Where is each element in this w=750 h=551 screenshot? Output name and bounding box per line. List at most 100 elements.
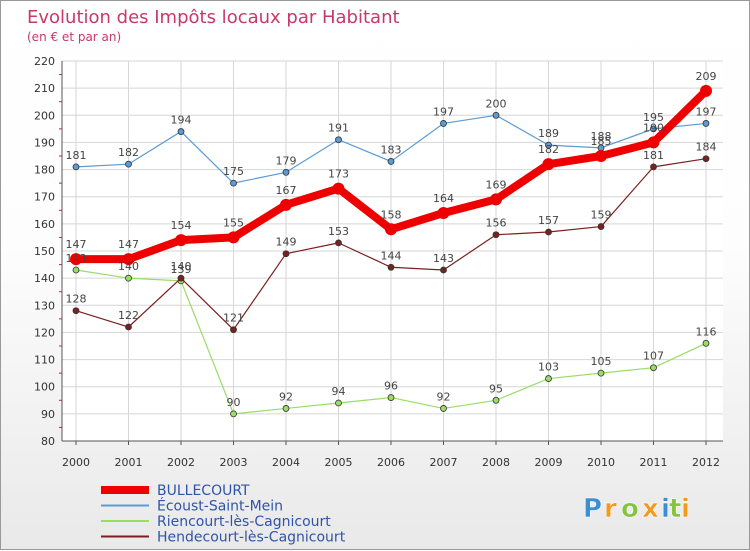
- legend-label: Hendecourt-lès-Cagnicourt: [157, 530, 346, 546]
- data-point: [230, 179, 237, 187]
- data-point: [70, 253, 82, 266]
- y-tick-label: 150: [34, 245, 55, 258]
- gridlines: [59, 60, 723, 441]
- data-label: 195: [643, 111, 664, 124]
- data-point: [122, 253, 135, 266]
- data-label: 200: [486, 97, 507, 110]
- data-label: 179: [276, 154, 297, 167]
- data-label: 197: [433, 105, 454, 118]
- data-label: 143: [66, 252, 87, 265]
- series-bullecourt: [70, 84, 712, 266]
- data-point: [125, 274, 132, 282]
- y-tick-labels: 80 90 100 110 120 130 140 150 160 170 180 190 200 210…: [34, 55, 55, 448]
- data-label: 182: [118, 146, 139, 159]
- data-point: [595, 150, 607, 162]
- logo-letter: x: [642, 494, 659, 524]
- data-point: [230, 326, 237, 334]
- y-tick-label: 130: [34, 299, 55, 312]
- data-point: [490, 193, 502, 206]
- series-ecoust-saint-mein: [72, 111, 710, 187]
- logo-letter: i: [661, 494, 670, 524]
- data-label: 164: [433, 192, 454, 205]
- data-label: 105: [591, 355, 612, 368]
- legend: BULLECOURTÉcoust-Saint-MeinRiencourt-lès…: [101, 483, 346, 546]
- data-label: 197: [696, 105, 717, 118]
- y-tick-label: 90: [41, 408, 55, 421]
- data-label: 107: [643, 350, 664, 363]
- data-point: [545, 141, 552, 149]
- data-point: [702, 155, 710, 163]
- data-label: 147: [66, 238, 87, 251]
- logo-letter: i: [681, 494, 690, 524]
- data-point: [282, 168, 290, 176]
- data-label: 173: [328, 168, 349, 181]
- data-label: 182: [538, 143, 559, 156]
- x-tick-label: 2004: [272, 456, 300, 469]
- data-label: 185: [591, 135, 612, 148]
- series-hendecourt-les-cagnicourt: [72, 155, 710, 334]
- data-point: [650, 125, 657, 133]
- data-label: 181: [643, 149, 664, 162]
- data-point: [650, 163, 657, 171]
- data-label: 181: [66, 149, 87, 162]
- data-point: [700, 84, 712, 97]
- data-point: [177, 274, 185, 282]
- logo-letter: r: [604, 494, 617, 524]
- data-point: [335, 136, 342, 144]
- data-point: [597, 369, 605, 377]
- x-tick-label: 2010: [587, 456, 615, 469]
- data-label: 103: [538, 361, 559, 374]
- data-label: 189: [538, 127, 559, 140]
- data-point: [72, 266, 80, 274]
- data-point: [280, 198, 292, 211]
- data-point: [650, 364, 657, 372]
- chart-title: Evolution des Impôts locaux par Habitant: [27, 7, 400, 28]
- y-tick-label: 210: [34, 82, 55, 95]
- data-point: [385, 223, 397, 236]
- y-tick-label: 110: [34, 354, 55, 367]
- data-label: 183: [381, 143, 402, 156]
- legend-label: Riencourt-lès-Cagnicourt: [157, 514, 331, 530]
- data-label: 191: [328, 122, 349, 135]
- data-label: 128: [66, 293, 87, 306]
- data-label: 90: [227, 396, 241, 409]
- data-label: 188: [591, 130, 612, 143]
- y-tick-label: 80: [41, 435, 55, 448]
- x-tick-label: 2005: [325, 456, 353, 469]
- data-label: 122: [118, 309, 139, 322]
- data-label: 92: [279, 390, 293, 403]
- data-point: [177, 128, 185, 135]
- data-point: [332, 182, 345, 195]
- data-label: 184: [696, 141, 717, 154]
- data-point: [175, 234, 187, 247]
- y-tick-label: 100: [34, 381, 55, 394]
- x-tick-label: 2006: [377, 456, 405, 469]
- y-tick-label: 120: [34, 326, 55, 339]
- data-point: [597, 223, 605, 230]
- data-point: [702, 339, 710, 347]
- data-label: 95: [489, 382, 503, 395]
- data-label: 96: [384, 380, 398, 393]
- logo-letter: t: [669, 494, 681, 524]
- data-point: [647, 136, 660, 149]
- data-label: 167: [276, 184, 297, 197]
- data-label: 194: [171, 114, 192, 127]
- data-point: [335, 399, 342, 407]
- data-point: [125, 323, 132, 331]
- x-tick-labels: 2000 2001 2002 2003 2004 2005 2006 2007 2008 2009…: [62, 441, 720, 469]
- data-label: 169: [486, 178, 507, 191]
- data-label: 144: [381, 249, 402, 262]
- legend-label: BULLECOURT: [157, 483, 250, 499]
- data-label: 175: [223, 165, 244, 178]
- chart-subtitle: (en € et par an): [27, 30, 121, 44]
- data-point: [492, 111, 500, 119]
- data-point: [492, 396, 500, 404]
- legend-label: Écoust-Saint-Mein: [157, 498, 283, 515]
- data-label: 155: [223, 216, 244, 229]
- data-point: [387, 158, 395, 165]
- data-label: 157: [538, 214, 559, 227]
- x-tick-label: 2003: [220, 456, 248, 469]
- x-tick-label: 2007: [430, 456, 458, 469]
